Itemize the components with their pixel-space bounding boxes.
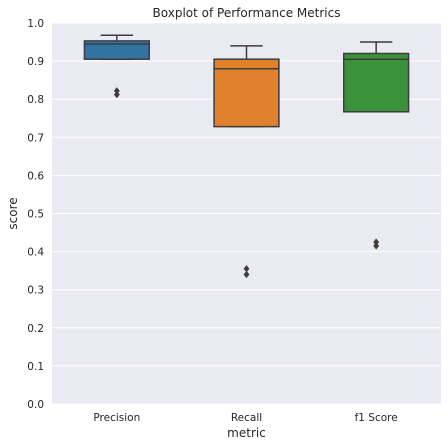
y-tick-label: 0.1 xyxy=(27,361,44,373)
box-iqr xyxy=(344,53,409,111)
y-tick-label: 0.5 xyxy=(27,209,44,221)
y-tick-label: 0.9 xyxy=(27,56,44,68)
x-axis-ticks: Precision Recall f1 Score xyxy=(93,412,397,424)
chart-title: Boxplot of Performance Metrics xyxy=(153,6,341,20)
x-tick-label: Precision xyxy=(93,412,140,424)
x-axis-label: metric xyxy=(227,426,266,440)
y-tick-label: 0.4 xyxy=(27,247,44,259)
y-tick-label: 0.3 xyxy=(27,285,44,297)
y-tick-label: 0.2 xyxy=(27,323,44,335)
y-tick-label: 0.0 xyxy=(27,399,44,411)
y-tick-label: 0.6 xyxy=(27,170,44,182)
y-tick-label: 1.0 xyxy=(27,18,44,30)
y-tick-label: 0.8 xyxy=(27,94,44,106)
x-tick-label: f1 Score xyxy=(355,412,398,424)
y-tick-label: 0.7 xyxy=(27,132,44,144)
x-tick-label: Recall xyxy=(231,412,262,424)
y-axis-ticks: 0.0 0.1 0.2 0.3 0.4 0.5 0.6 0.7 0.8 0.9 1.0 xyxy=(27,18,44,411)
y-axis-label: score xyxy=(6,197,20,229)
